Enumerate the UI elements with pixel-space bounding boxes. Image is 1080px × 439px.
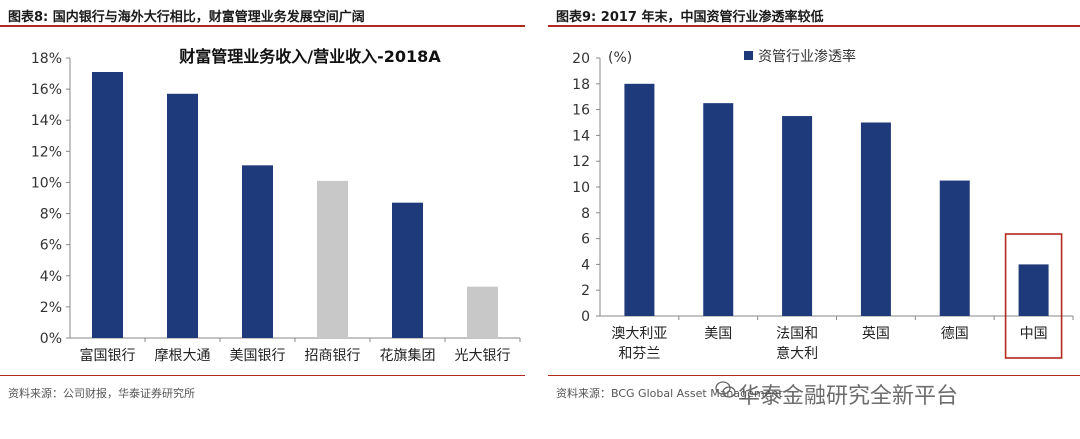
x-tick-label: 德国 xyxy=(941,326,969,342)
x-tick-label: 和芬兰 xyxy=(618,346,660,362)
y-tick-label: 0% xyxy=(40,331,62,347)
bar xyxy=(860,122,891,316)
y-tick-label: 12% xyxy=(31,144,62,160)
x-tick-label: 花旗集团 xyxy=(380,347,436,364)
y-tick-label: 18 xyxy=(572,77,590,93)
y-tick-label: 0 xyxy=(581,309,590,325)
bar xyxy=(317,180,348,338)
y-tick-label: 4 xyxy=(581,257,590,273)
x-tick-label: 英国 xyxy=(862,325,890,342)
right-figure-title: 图表9: 2017 年末，中国资管行业渗透率较低 xyxy=(556,10,824,25)
bar xyxy=(167,93,198,339)
y-tick-label: 8% xyxy=(40,207,62,223)
x-tick-label: 摩根大通 xyxy=(155,347,211,364)
chart-title: 财富管理业务收入/营业收入-2018A xyxy=(178,47,441,66)
bar xyxy=(939,180,970,316)
x-tick-label: 美国银行 xyxy=(230,348,286,364)
y-tick-label: 18% xyxy=(31,51,62,67)
right-bottom-rule xyxy=(548,375,1080,376)
y-unit-label: (%) xyxy=(608,50,632,66)
x-tick-label: 美国 xyxy=(704,326,732,342)
legend-label: 资管行业渗透率 xyxy=(758,48,856,65)
y-tick-label: 16% xyxy=(31,82,62,98)
right-top-rule xyxy=(548,25,1080,27)
left-bar-chart: 0% 2% 4% 6% 8% 10% 12% 14% 16% 18% 财富管理业务收入/营业收入-2… xyxy=(31,47,521,364)
x-tick-label: 意大利 xyxy=(776,345,818,362)
left-top-rule xyxy=(0,25,525,27)
y-tick-label: 16 xyxy=(572,103,590,119)
x-tick-label: 中国 xyxy=(1020,326,1048,342)
y-tick-label: 10% xyxy=(31,175,62,191)
y-tick-label: 10 xyxy=(572,180,590,196)
bar xyxy=(92,72,123,338)
bar xyxy=(242,165,273,338)
wechat-icon xyxy=(715,381,736,398)
y-tick-label: 6% xyxy=(40,238,62,254)
y-tick-label: 2 xyxy=(581,283,590,299)
bar xyxy=(703,103,734,317)
bar xyxy=(782,116,813,316)
legend-swatch xyxy=(744,51,753,60)
bar xyxy=(467,286,498,338)
y-tick-label: 14% xyxy=(31,113,62,129)
left-source-note: 资料来源：公司财报，华泰证券研究所 xyxy=(8,387,195,400)
y-tick-label: 20 xyxy=(572,51,590,67)
highlight-box xyxy=(1004,233,1063,359)
y-tick-label: 12 xyxy=(572,154,590,170)
bar xyxy=(392,202,423,338)
bar xyxy=(1018,264,1049,316)
y-tick-label: 14 xyxy=(572,128,590,144)
x-tick-label: 富国银行 xyxy=(80,347,136,364)
left-figure-title: 图表8: 国内银行与海外大行相比，财富管理业务发展空间广阔 xyxy=(8,10,365,25)
bar xyxy=(624,83,655,316)
y-tick-label: 6 xyxy=(581,232,590,248)
y-tick-label: 2% xyxy=(40,300,62,316)
x-tick-label: 法国和 xyxy=(776,326,818,342)
x-tick-label: 澳大利亚 xyxy=(611,326,667,342)
watermark-text: 华泰金融研究全新平台 xyxy=(738,384,959,409)
x-tick-label: 招商银行 xyxy=(305,348,361,364)
y-tick-label: 4% xyxy=(40,269,62,285)
x-tick-label: 光大银行 xyxy=(455,348,511,364)
y-tick-label: 8 xyxy=(581,206,590,222)
left-bottom-rule xyxy=(0,375,525,376)
